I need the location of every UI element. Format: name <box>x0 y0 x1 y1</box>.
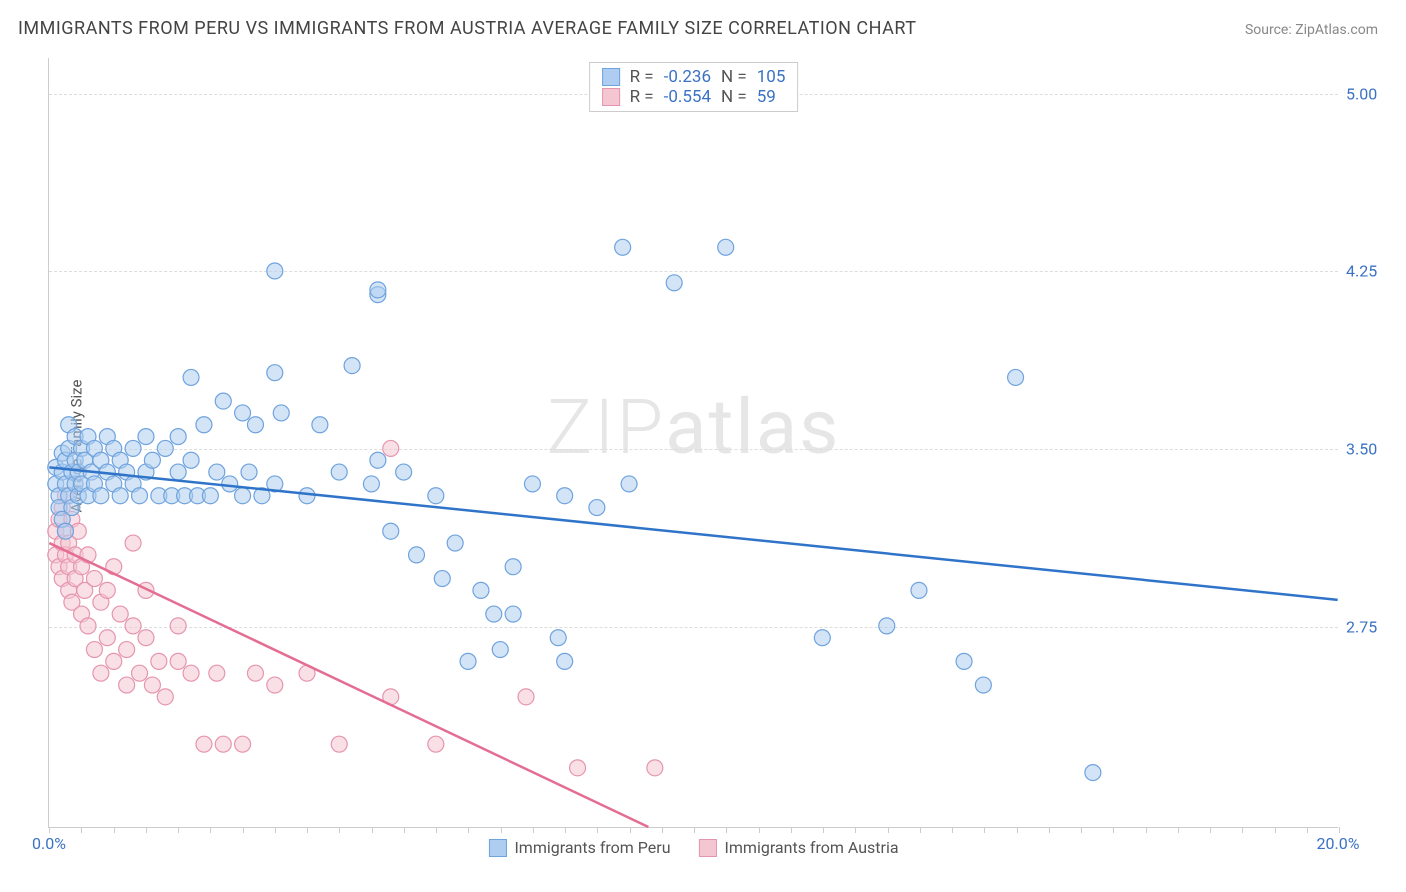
legend-correlation-box: R = -0.236 N = 105 R = -0.554 N = 59 <box>589 62 799 112</box>
source-attribution: Source: ZipAtlas.com <box>1245 22 1378 38</box>
legend-label-austria: Immigrants from Austria <box>725 838 899 857</box>
x-tick-left: 0.0% <box>32 834 66 853</box>
legend-item-austria: Immigrants from Austria <box>699 838 899 857</box>
source-link[interactable]: ZipAtlas.com <box>1295 22 1378 38</box>
n-value-austria: 59 <box>757 87 776 107</box>
source-prefix: Source: <box>1245 22 1295 38</box>
r-label: R = <box>630 67 654 87</box>
legend-row-peru: R = -0.236 N = 105 <box>602 67 786 87</box>
r-value-austria: -0.554 <box>664 87 711 107</box>
r-value-peru: -0.236 <box>664 67 711 87</box>
plot-area: ZIPatlas 2.753.504.255.00 R = -0.236 N =… <box>48 58 1338 828</box>
legend-swatch-austria <box>602 88 620 106</box>
legend-series: Immigrants from Peru Immigrants from Aus… <box>488 838 898 857</box>
n-label: N = <box>721 87 747 107</box>
legend-swatch-austria <box>699 839 717 857</box>
legend-swatch-peru <box>602 68 620 86</box>
legend-item-peru: Immigrants from Peru <box>488 838 670 857</box>
n-value-peru: 105 <box>757 67 786 87</box>
r-label: R = <box>630 87 654 107</box>
legend-row-austria: R = -0.554 N = 59 <box>602 87 786 107</box>
trend-lines <box>49 58 1338 827</box>
chart-title: IMMIGRANTS FROM PERU VS IMMIGRANTS FROM … <box>18 18 916 39</box>
n-label: N = <box>721 67 747 87</box>
legend-label-peru: Immigrants from Peru <box>514 838 670 857</box>
legend-swatch-peru <box>488 839 506 857</box>
x-tick-right: 20.0% <box>1317 834 1360 853</box>
